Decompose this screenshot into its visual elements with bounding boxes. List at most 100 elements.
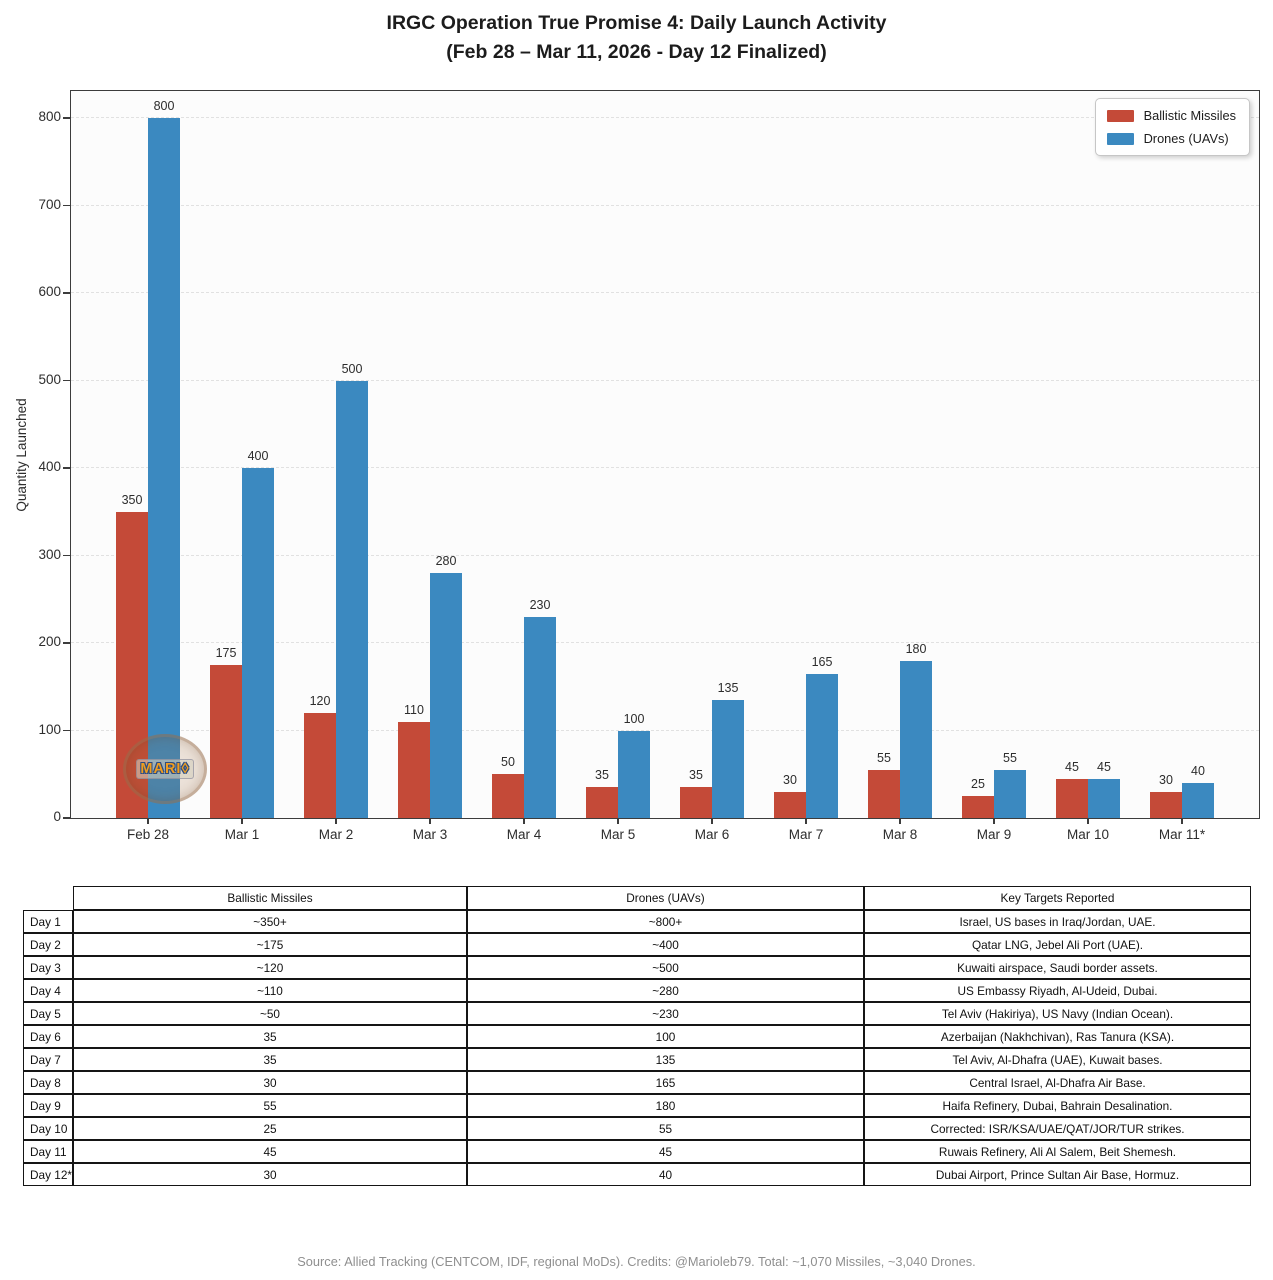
bar-value-label: 800 xyxy=(153,99,175,113)
watermark-logo: MARI◊ xyxy=(123,734,207,804)
bar-value-label: 165 xyxy=(811,654,833,669)
y-axis-title: Quantity Launched xyxy=(14,397,29,512)
x-tick-mark-5 xyxy=(617,818,619,824)
row-label: Day 9 xyxy=(23,1094,73,1117)
bar-missiles-Mar8 xyxy=(868,769,900,818)
cell-targets: Central Israel, Al-Dhafra Air Base. xyxy=(864,1071,1251,1094)
table-row: Day 8 30 165 Central Israel, Al-Dhafra Air … xyxy=(23,1071,1251,1094)
gridline-y-400 xyxy=(71,467,1259,468)
x-tick-mark-0 xyxy=(147,818,149,824)
y-tick-label-100: 100 xyxy=(38,721,61,737)
x-tick-mark-2 xyxy=(335,818,337,824)
bar-missiles-Mar1 xyxy=(210,664,242,818)
chart-title-line2: (Feb 28 – Mar 11, 2026 - Day 12 Finalize… xyxy=(446,41,827,63)
y-tick-label-500: 500 xyxy=(38,371,61,387)
bar-value-label: 50 xyxy=(501,755,515,770)
legend: Ballistic Missiles Drones (UAVs) xyxy=(1094,98,1250,156)
table-header-1: Ballistic Missiles xyxy=(73,886,467,910)
cell-targets: Dubai Airport, Prince Sultan Air Base, H… xyxy=(864,1163,1251,1186)
bar-value-label: 280 xyxy=(435,554,457,568)
y-tick-mark-0 xyxy=(63,817,71,819)
bar-value-label: 180 xyxy=(905,641,927,656)
bar-value-label: 35 xyxy=(595,768,609,783)
cell-targets: Tel Aviv (Hakiriya), US Navy (Indian Oce… xyxy=(864,1002,1251,1025)
legend-swatch-drones xyxy=(1106,132,1134,145)
cell-targets: Qatar LNG, Jebel Ali Port (UAE). xyxy=(864,933,1251,956)
x-tick-label-3: Mar 3 xyxy=(412,827,448,842)
legend-swatch-ballistic-missiles xyxy=(1106,109,1134,122)
row-label: Day 5 xyxy=(23,1002,73,1025)
bar-value-label: 40 xyxy=(1191,764,1205,778)
cell-missiles: 25 xyxy=(73,1117,467,1140)
x-tick-label-6: Mar 6 xyxy=(694,827,730,842)
bar-drones-Mar3 xyxy=(430,573,462,818)
bar-missiles-Mar2 xyxy=(304,713,336,818)
gridline-y-300 xyxy=(71,554,1259,556)
summary-table: Ballistic Missiles Drones (UAVs) Key Targe… xyxy=(23,886,1251,1186)
x-tick-mark-6 xyxy=(711,818,713,824)
x-tick-mark-10 xyxy=(1087,818,1089,824)
cell-drones: 55 xyxy=(467,1117,864,1140)
bar-drones-Mar2 xyxy=(336,380,368,818)
row-label: Day 11 xyxy=(23,1140,73,1163)
x-tick-label-2: Mar 2 xyxy=(318,827,354,842)
bar-drones-Mar5 xyxy=(618,730,650,818)
row-label: Day 2 xyxy=(23,933,73,956)
cell-drones: 180 xyxy=(467,1094,864,1117)
cell-targets: Haifa Refinery, Dubai, Bahrain Desalinat… xyxy=(864,1094,1251,1117)
bar-value-label: 230 xyxy=(529,597,551,612)
table-row: Day 9 55 180 Haifa Refinery, Dubai, Bahrain… xyxy=(23,1094,1251,1117)
x-tick-label-11: Mar 11* xyxy=(1158,827,1206,842)
cell-drones: 45 xyxy=(467,1140,864,1163)
gridline-y-100 xyxy=(71,729,1259,731)
cell-missiles: 55 xyxy=(73,1094,467,1117)
cell-missiles: ~120 xyxy=(73,956,467,979)
chart-title-line1: IRGC Operation True Promise 4: Daily Lau… xyxy=(386,12,887,34)
gridline-y-600 xyxy=(71,292,1259,293)
bar-value-label: 500 xyxy=(341,361,363,376)
watermark-text: MARI◊ xyxy=(140,761,190,777)
bar-chart-plot-area: Quantity Launched Ballistic Missiles Dro… xyxy=(14,90,1260,842)
bar-value-label: 400 xyxy=(247,449,269,463)
y-tick-label-800: 800 xyxy=(38,109,61,124)
table-row: Day 5 ~50 ~230 Tel Aviv (Hakiriya), US Navy… xyxy=(23,1002,1251,1025)
bar-value-label: 110 xyxy=(404,702,424,717)
bar-value-label: 30 xyxy=(1159,772,1173,787)
cell-missiles: ~175 xyxy=(73,933,467,956)
cell-targets: Tel Aviv, Al-Dhafra (UAE), Kuwait bases. xyxy=(864,1048,1251,1071)
bar-drones-Mar10 xyxy=(1088,778,1120,818)
row-label: Day 3 xyxy=(23,956,73,979)
row-label: Day 8 xyxy=(23,1071,73,1094)
x-tick-label-10: Mar 10 xyxy=(1066,827,1110,842)
y-tick-mark-500 xyxy=(63,379,71,382)
legend-label-drones: Drones (UAVs) xyxy=(1143,131,1229,146)
bar-drones-Mar8 xyxy=(900,660,932,818)
y-tick-label-0: 0 xyxy=(53,809,61,824)
row-label: Day 10 xyxy=(23,1117,73,1140)
y-tick-label-700: 700 xyxy=(38,196,61,212)
row-label: Day 12* xyxy=(23,1163,73,1186)
bar-drones-Mar7 xyxy=(806,673,838,818)
cell-missiles: 45 xyxy=(73,1140,467,1163)
chart-title: IRGC Operation True Promise 4: Daily Lau… xyxy=(0,9,1273,67)
y-tick-mark-100 xyxy=(63,729,71,732)
x-tick-label-0: Feb 28 xyxy=(126,827,170,842)
x-tick-label-1: Mar 1 xyxy=(224,827,260,842)
cell-drones: 165 xyxy=(467,1071,864,1094)
y-tick-mark-200 xyxy=(63,642,71,644)
y-tick-mark-300 xyxy=(63,554,71,557)
gridline-y-700 xyxy=(71,204,1259,206)
table-row: Day 4 ~110 ~280 US Embassy Riyadh, Al-Udeid… xyxy=(23,979,1251,1002)
y-tick-label-300: 300 xyxy=(38,546,61,562)
cell-missiles: 35 xyxy=(73,1048,467,1071)
x-tick-mark-7 xyxy=(805,818,807,824)
gridline-y-800 xyxy=(71,117,1259,118)
table-header-3: Key Targets Reported xyxy=(864,886,1251,910)
bar-drones-Mar1 xyxy=(242,468,274,818)
table-row: Day 1 ~350+ ~800+ Israel, US bases in Iraq/… xyxy=(23,910,1251,933)
x-tick-label-4: Mar 4 xyxy=(506,827,542,842)
cell-missiles: 30 xyxy=(73,1071,467,1094)
cell-drones: ~230 xyxy=(467,1002,864,1025)
bar-value-label: 55 xyxy=(877,750,891,765)
